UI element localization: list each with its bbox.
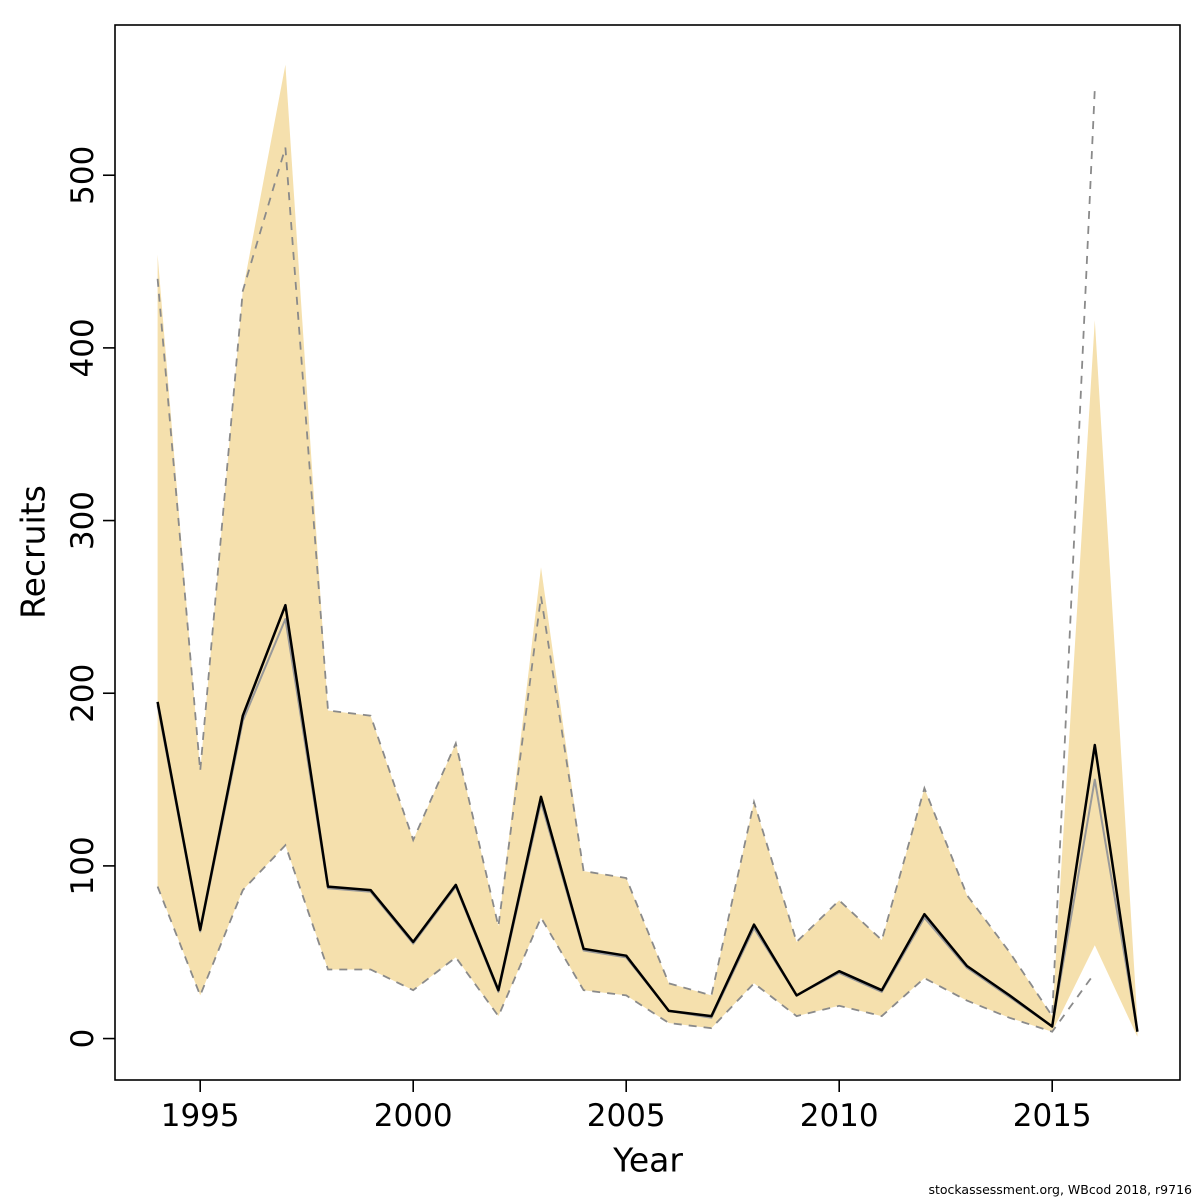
x-tick-label: 2005 (587, 1098, 666, 1134)
x-axis-title: Year (613, 1140, 683, 1180)
y-axis-title: Recruits (13, 485, 53, 619)
x-tick-label: 2015 (1013, 1098, 1092, 1134)
confidence-band (157, 64, 1138, 1037)
y-tick-label: 300 (65, 491, 101, 550)
y-tick-label: 100 (65, 836, 101, 895)
y-tick-label: 400 (65, 318, 101, 377)
y-tick-label: 200 (65, 664, 101, 723)
lower-ci-line (156, 843, 1096, 1033)
watermark-text: stockassessment.org, WBcod 2018, r9716 (928, 1182, 1192, 1197)
x-tick-label: 2000 (374, 1098, 453, 1134)
recruitment-estimate-line (156, 603, 1139, 1032)
y-tick-label: 0 (65, 1029, 101, 1049)
x-tick-label: 2010 (800, 1098, 879, 1134)
y-tick-label: 500 (65, 146, 101, 205)
x-tick-label: 1995 (161, 1098, 240, 1134)
plot-border (114, 24, 1181, 1081)
upper-ci-line (156, 88, 1096, 1019)
